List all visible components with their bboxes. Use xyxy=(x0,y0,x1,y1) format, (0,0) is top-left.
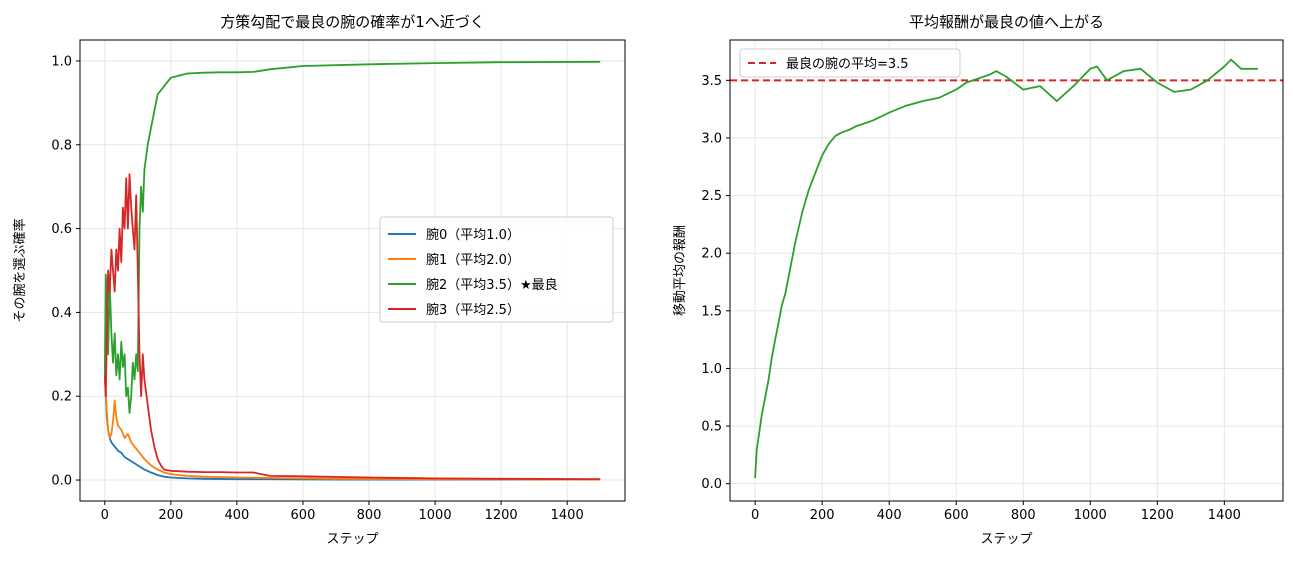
x-tick-label: 600 xyxy=(944,508,969,523)
y-tick-label: 0.6 xyxy=(51,222,72,237)
y-tick-label: 2.5 xyxy=(701,189,722,204)
y-tick-label: 0.0 xyxy=(701,477,722,492)
legend: 最良の腕の平均=3.5 xyxy=(739,48,961,78)
y-tick-label: 1.0 xyxy=(51,54,72,69)
series-line-2 xyxy=(103,60,601,414)
y-tick-label: 3.0 xyxy=(701,131,722,146)
axes-frame xyxy=(79,39,626,502)
legend-label: 腕1（平均2.0） xyxy=(426,252,520,268)
legend-label: 腕0（平均1.0） xyxy=(426,227,520,243)
x-tick-label: 0 xyxy=(101,508,109,523)
y-tick-label: 0.5 xyxy=(701,420,722,435)
x-axis-label: ステップ xyxy=(326,532,378,547)
x-tick-label: 1000 xyxy=(419,508,452,523)
x-tick-label: 400 xyxy=(877,508,902,523)
y-axis-label: 移動平均の報酬 xyxy=(673,225,688,316)
series-line-3 xyxy=(103,173,601,481)
series-line-1 xyxy=(103,375,601,481)
series-line-0 xyxy=(754,58,1258,478)
y-tick-label: 0.4 xyxy=(51,306,72,321)
y-tick-label: 0.2 xyxy=(51,390,72,405)
x-tick-label: 400 xyxy=(224,508,249,523)
x-tick-label: 0 xyxy=(751,508,759,523)
y-tick-label: 3.5 xyxy=(701,74,722,89)
legend-frame xyxy=(739,48,961,78)
x-tick-label: 1200 xyxy=(1141,508,1174,523)
x-tick-label: 1400 xyxy=(551,508,584,523)
y-tick-label: 0.8 xyxy=(51,138,72,153)
y-tick-label: 1.5 xyxy=(701,304,722,319)
y-axis-label: その腕を選ぶ確率 xyxy=(12,218,28,322)
x-tick-label: 800 xyxy=(357,508,382,523)
legend-label: 腕2（平均3.5）★最良 xyxy=(426,277,558,293)
chart-1: 0 200 400 600 800 1000 1200 1400 0.0 0.2 0.4 0.6 0.8… xyxy=(12,13,626,547)
x-tick-label: 200 xyxy=(810,508,835,523)
chart-2: 0 200 400 600 800 1000 1200 1400 0.0 0.5 1.0 1.5 2.0… xyxy=(673,13,1284,547)
legend-label: 最良の腕の平均=3.5 xyxy=(786,56,909,72)
x-tick-label: 1000 xyxy=(1074,508,1107,523)
legend-frame xyxy=(379,216,614,323)
chart-title: 平均報酬が最良の値へ上がる xyxy=(909,13,1104,31)
axes-frame xyxy=(729,39,1284,502)
y-tick-label: 2.0 xyxy=(701,247,722,262)
y-tick-label: 1.0 xyxy=(701,362,722,377)
y-tick-label: 0.0 xyxy=(51,474,72,489)
x-tick-label: 800 xyxy=(1011,508,1036,523)
x-tick-label: 1400 xyxy=(1208,508,1241,523)
legend-label: 腕3（平均2.5） xyxy=(426,302,520,318)
series-line-0 xyxy=(103,375,601,481)
x-axis-label: ステップ xyxy=(980,532,1032,547)
x-tick-label: 1200 xyxy=(485,508,518,523)
chart-title: 方策勾配で最良の腕の確率が1へ近づく xyxy=(220,13,485,31)
x-tick-label: 600 xyxy=(291,508,316,523)
x-tick-label: 200 xyxy=(158,508,183,523)
